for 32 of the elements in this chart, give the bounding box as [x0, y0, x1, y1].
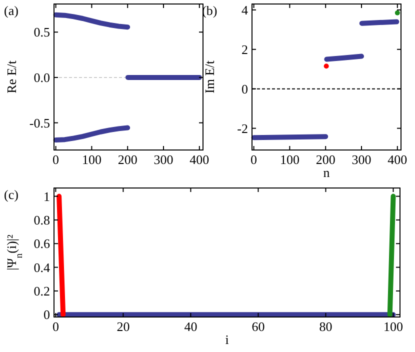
y-tick-label: 2 — [242, 42, 248, 57]
x-tick-label: 100 — [384, 319, 403, 334]
y-tick-label: -2 — [237, 120, 248, 136]
y-tick-label: 0.5 — [34, 24, 50, 40]
x-axis-title: i — [225, 332, 230, 347]
x-tick-label: 300 — [154, 152, 174, 167]
x-tick-label: 400 — [190, 152, 210, 167]
x-tick-label: 80 — [319, 319, 332, 334]
y-tick-label: 4 — [242, 2, 248, 18]
x-tick-label: 20 — [116, 319, 130, 334]
y-tick-label: 0.2 — [34, 283, 50, 298]
x-tick-label: 40 — [184, 319, 198, 334]
y-tick-label: -0.5 — [29, 115, 50, 130]
x-tick-label: 200 — [316, 152, 336, 167]
y-axis-title: Im E/t — [202, 60, 217, 94]
y-tick-label: 0.0 — [34, 70, 50, 85]
y-tick-label: 0.4 — [34, 260, 50, 275]
x-tick-label: 100 — [280, 152, 300, 167]
x-tick-label: 400 — [388, 152, 408, 167]
x-tick-label: 200 — [118, 152, 138, 167]
x-tick-label: 60 — [252, 319, 265, 334]
y-tick-label: 0 — [242, 81, 248, 96]
x-tick-label: 300 — [352, 152, 372, 167]
chart-title: (c) — [4, 187, 18, 202]
x-tick-label: 100 — [82, 152, 102, 167]
x-axis-title: n — [323, 165, 330, 180]
y-tick-label: 0 — [44, 307, 50, 322]
chart-title: (a) — [4, 3, 18, 18]
y-axis-title: Re E/t — [4, 60, 19, 94]
y-tick-label: 0.6 — [34, 236, 50, 252]
y-tick-label: 1 — [44, 188, 50, 204]
y-tick-label: 0.8 — [34, 212, 50, 228]
